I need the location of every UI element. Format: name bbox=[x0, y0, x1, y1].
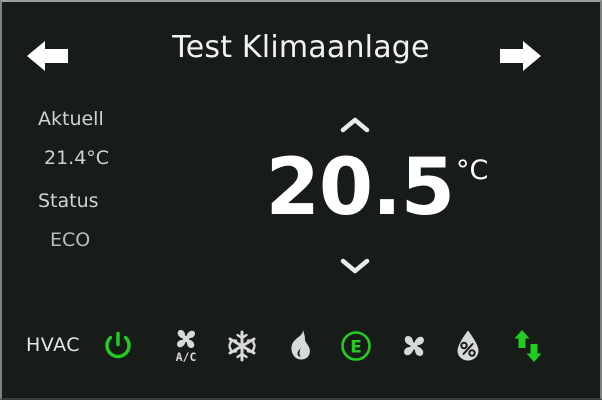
status-value: ECO bbox=[50, 229, 91, 251]
eco-e-icon: E bbox=[341, 331, 371, 361]
flame-icon bbox=[291, 330, 310, 360]
setpoint-value: 20.5 bbox=[265, 143, 455, 233]
hvac-mode-dry[interactable] bbox=[448, 326, 488, 366]
arrow-right-icon bbox=[500, 41, 541, 71]
chevron-down-icon bbox=[340, 258, 370, 274]
prev-device-button[interactable] bbox=[24, 36, 76, 76]
svg-text:A/C: A/C bbox=[176, 350, 197, 364]
header-bar: Test Klimaanlage bbox=[2, 2, 600, 90]
up-down-arrows-icon bbox=[514, 330, 542, 362]
arrow-left-icon bbox=[27, 41, 68, 71]
next-device-button[interactable] bbox=[492, 36, 544, 76]
snowflake-icon bbox=[228, 330, 256, 362]
humidity-drop-icon bbox=[457, 330, 479, 361]
hvac-mode-auto-swing[interactable] bbox=[508, 326, 548, 366]
decrease-temperature-button[interactable] bbox=[335, 254, 375, 276]
ac-fan-icon: A/C bbox=[176, 329, 197, 364]
current-temperature-value: 21.4°C bbox=[44, 147, 110, 169]
setpoint-control: 20.5 °C bbox=[217, 102, 537, 292]
hvac-mode-fan[interactable] bbox=[394, 326, 434, 366]
current-readings-column: Aktuell 21.4°C Status ECO bbox=[38, 110, 218, 250]
current-temperature-label: Aktuell bbox=[38, 108, 104, 130]
power-icon bbox=[105, 331, 131, 359]
hvac-mode-power[interactable] bbox=[98, 326, 138, 366]
hvac-label: HVAC bbox=[26, 334, 80, 356]
hvac-mode-bar: HVAC A/C bbox=[2, 320, 600, 386]
hvac-mode-cool[interactable] bbox=[222, 326, 262, 366]
status-label: Status bbox=[38, 190, 99, 212]
svg-text:E: E bbox=[350, 338, 362, 358]
setpoint-readout: 20.5 °C bbox=[217, 146, 537, 246]
fan-icon bbox=[404, 336, 424, 356]
hvac-mode-eco[interactable]: E bbox=[336, 326, 376, 366]
increase-temperature-button[interactable] bbox=[335, 114, 375, 136]
hvac-mode-ac[interactable]: A/C bbox=[166, 326, 206, 366]
hvac-mode-heat[interactable] bbox=[280, 326, 320, 366]
setpoint-unit: °C bbox=[456, 155, 489, 186]
page-title: Test Klimaanlage bbox=[172, 30, 430, 65]
chevron-up-icon bbox=[340, 117, 370, 133]
